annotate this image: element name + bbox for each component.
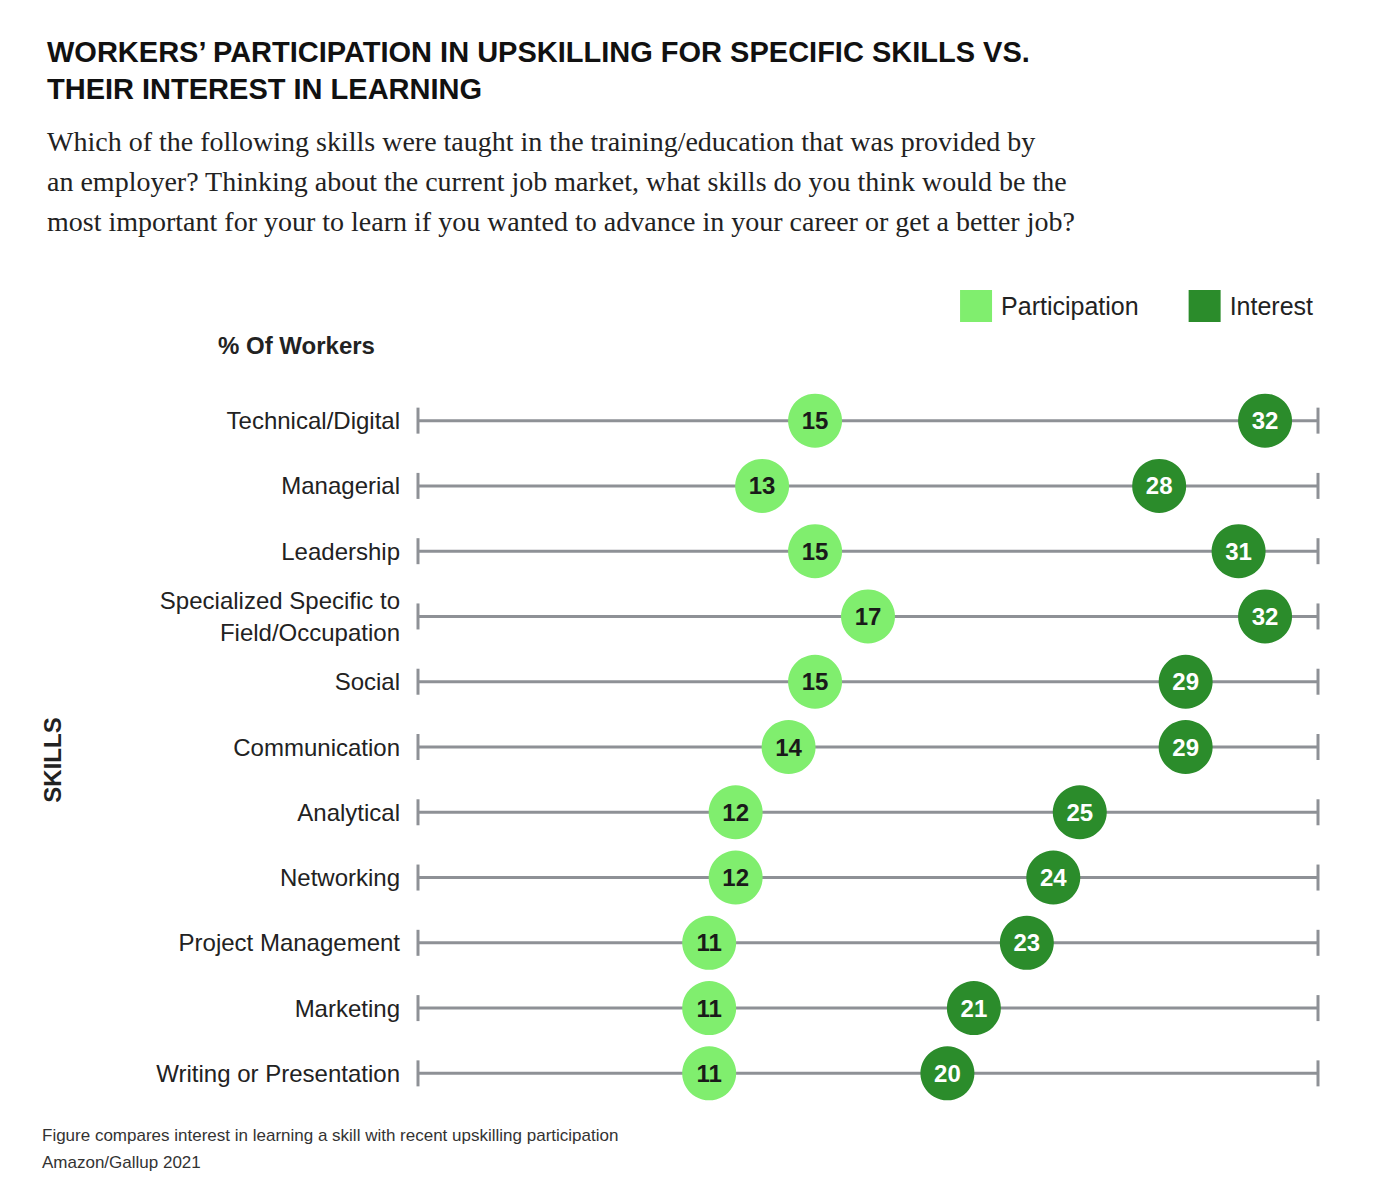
svg-text:31: 31 <box>1225 538 1252 565</box>
svg-text:13: 13 <box>749 472 776 499</box>
svg-text:Social: Social <box>335 668 400 695</box>
svg-text:Marketing: Marketing <box>295 995 400 1022</box>
svg-text:Managerial: Managerial <box>281 472 400 499</box>
svg-text:12: 12 <box>722 799 749 826</box>
svg-text:15: 15 <box>802 407 829 434</box>
svg-text:Communication: Communication <box>233 734 400 761</box>
svg-text:most important for your to lea: most important for your to learn if you … <box>47 206 1075 237</box>
svg-text:11: 11 <box>696 1060 721 1087</box>
svg-text:Amazon/Gallup 2021: Amazon/Gallup 2021 <box>42 1153 201 1172</box>
svg-text:Project Management: Project Management <box>179 929 401 956</box>
svg-text:THEIR INTEREST IN LEARNING: THEIR INTEREST IN LEARNING <box>47 73 482 105</box>
svg-text:25: 25 <box>1066 799 1093 826</box>
svg-text:Field/Occupation: Field/Occupation <box>220 619 400 646</box>
svg-text:11: 11 <box>696 929 721 956</box>
svg-text:29: 29 <box>1172 734 1199 761</box>
svg-text:WORKERS’ PARTICIPATION IN UPSK: WORKERS’ PARTICIPATION IN UPSKILLING FOR… <box>47 36 1030 68</box>
svg-text:Networking: Networking <box>280 864 400 891</box>
svg-text:Interest: Interest <box>1230 292 1313 320</box>
svg-text:17: 17 <box>855 603 882 630</box>
svg-text:14: 14 <box>775 734 802 761</box>
svg-text:Figure compares interest in le: Figure compares interest in learning a s… <box>42 1126 618 1145</box>
svg-text:% Of Workers: % Of Workers <box>218 332 375 359</box>
svg-text:24: 24 <box>1040 864 1067 891</box>
svg-text:15: 15 <box>802 538 829 565</box>
svg-text:Specialized Specific to: Specialized Specific to <box>160 587 400 614</box>
svg-text:an employer? Thinking about th: an employer? Thinking about the current … <box>47 166 1067 197</box>
svg-text:12: 12 <box>722 864 749 891</box>
svg-text:32: 32 <box>1252 407 1279 434</box>
svg-text:Writing or Presentation: Writing or Presentation <box>156 1060 400 1087</box>
svg-text:11: 11 <box>696 995 721 1022</box>
svg-text:Leadership: Leadership <box>281 538 400 565</box>
svg-text:Participation: Participation <box>1001 292 1139 320</box>
svg-text:28: 28 <box>1146 472 1173 499</box>
svg-text:Analytical: Analytical <box>297 799 400 826</box>
svg-text:29: 29 <box>1172 668 1199 695</box>
svg-text:SKILLS: SKILLS <box>39 717 66 802</box>
svg-text:21: 21 <box>961 995 988 1022</box>
svg-text:32: 32 <box>1252 603 1279 630</box>
svg-text:23: 23 <box>1013 929 1040 956</box>
svg-text:20: 20 <box>934 1060 961 1087</box>
svg-text:Which of the following skills: Which of the following skills were taugh… <box>47 126 1035 157</box>
svg-text:15: 15 <box>802 668 829 695</box>
svg-text:Technical/Digital: Technical/Digital <box>227 407 400 434</box>
